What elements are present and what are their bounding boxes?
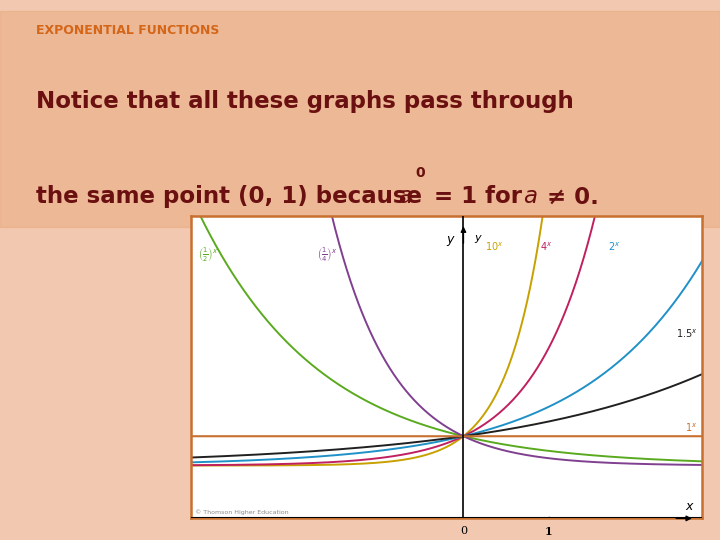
Text: $y$: $y$	[474, 233, 482, 246]
Text: $a$: $a$	[398, 185, 413, 208]
Text: $\left(\frac{1}{4}\right)^x$: $\left(\frac{1}{4}\right)^x$	[317, 246, 337, 264]
Text: $1^x$: $1^x$	[685, 421, 698, 434]
Text: $a$: $a$	[523, 185, 537, 208]
Text: $10^x$: $10^x$	[485, 241, 503, 253]
Text: $1.5^x$: $1.5^x$	[676, 327, 698, 340]
Text: 1: 1	[545, 526, 552, 537]
Text: = 1 for: = 1 for	[426, 185, 530, 208]
Text: $x$: $x$	[685, 500, 695, 512]
Text: 0: 0	[460, 526, 467, 536]
Text: EXPONENTIAL FUNCTIONS: EXPONENTIAL FUNCTIONS	[36, 24, 220, 37]
Text: $4^x$: $4^x$	[540, 241, 552, 253]
Text: the same point (0, 1) because: the same point (0, 1) because	[36, 185, 430, 208]
Text: $\left(\frac{1}{2}\right)^x$: $\left(\frac{1}{2}\right)^x$	[198, 246, 218, 264]
Text: 0: 0	[415, 166, 425, 180]
Text: Notice that all these graphs pass through: Notice that all these graphs pass throug…	[36, 90, 574, 113]
Text: $y$: $y$	[446, 234, 456, 248]
Text: $2^x$: $2^x$	[608, 241, 621, 253]
Text: ≠ 0.: ≠ 0.	[539, 185, 598, 208]
Text: © Thomson Higher Education: © Thomson Higher Education	[195, 510, 289, 516]
